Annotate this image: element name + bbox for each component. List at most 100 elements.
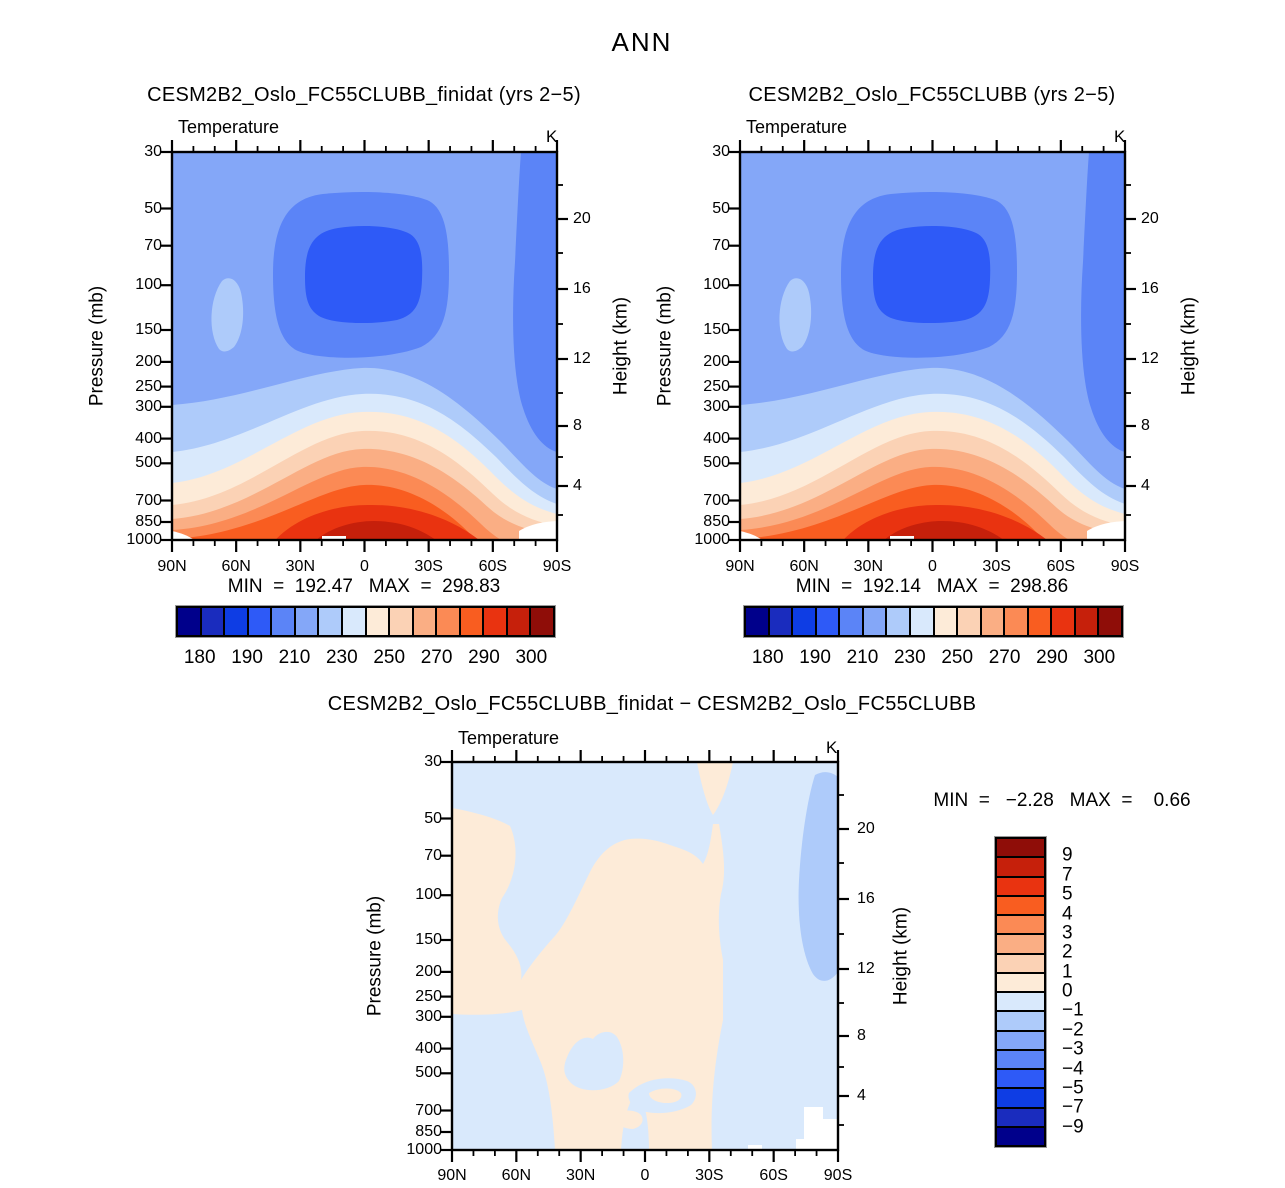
- colorbar-cell: [910, 608, 933, 635]
- surface-terrain-gap: [519, 521, 557, 540]
- colorbar-cell: [507, 608, 530, 635]
- colorbar-cell: [997, 1108, 1044, 1126]
- latitude-tick-label: 60N: [789, 558, 819, 575]
- colorbar-cell: [997, 1012, 1044, 1030]
- pressure-tick-label: 150: [703, 321, 730, 339]
- colorbar-cell: [997, 896, 1044, 914]
- field-label: Temperature: [458, 728, 560, 748]
- colorbar-cell: [484, 608, 506, 635]
- units-label: K: [826, 738, 838, 757]
- contour-band: [305, 226, 423, 324]
- latitude-tick-label: 30S: [695, 1167, 724, 1184]
- contour-band: [649, 1088, 682, 1103]
- height-tick-label: 20: [1141, 210, 1159, 228]
- colorbar-tick-label: 1: [1062, 961, 1073, 983]
- pressure-tick-label: 50: [144, 199, 162, 217]
- colorbar-cell: [997, 935, 1044, 953]
- colorbar-cell: [1005, 608, 1027, 635]
- height-tick-label: 4: [1141, 477, 1150, 495]
- colorbar-cell: [1099, 608, 1121, 635]
- latitude-tick-label: 30S: [982, 558, 1011, 575]
- colorbar-tick-label: 300: [1083, 647, 1116, 668]
- colorbar-cell: [997, 973, 1044, 991]
- axis-frame-and-ticks: [161, 140, 568, 552]
- colorbar-tick-label: −2: [1062, 1019, 1084, 1041]
- colorbar-cell: [248, 608, 271, 635]
- pressure-tick-label: 250: [415, 987, 442, 1005]
- pressure-tick-label: 70: [144, 236, 162, 254]
- colorbar-tick-label: −7: [1062, 1096, 1084, 1118]
- pressure-tick-label: 100: [415, 886, 442, 904]
- colorbar-tick-label: 180: [751, 647, 784, 668]
- pressure-tick-label: 300: [415, 1008, 442, 1025]
- pressure-tick-label: 850: [415, 1123, 442, 1141]
- pressure-tick-label: 200: [703, 353, 730, 371]
- colorbar-cell: [958, 608, 980, 635]
- pressure-tick-label: 200: [415, 963, 442, 981]
- colorbar-tick-label: 250: [941, 647, 974, 668]
- height-tick-label: 8: [573, 417, 582, 435]
- contour-band: [564, 1031, 624, 1091]
- colorbar-cell: [997, 839, 1044, 857]
- colorbar-cell: [769, 608, 792, 635]
- height-axis-label: Height (km): [890, 906, 912, 1006]
- colorbar: [175, 605, 556, 638]
- pressure-tick-label: 1000: [406, 1141, 442, 1159]
- contour-band: [798, 772, 838, 981]
- colorbar: [743, 605, 1124, 638]
- contour-band: [884, 521, 1004, 540]
- pressure-tick-label: 850: [703, 513, 730, 531]
- height-tick-label: 12: [1141, 350, 1159, 368]
- colorbar-tick-label: 3: [1062, 922, 1073, 944]
- pressure-tick-label: 400: [135, 429, 162, 447]
- pressure-tick-label: 70: [712, 236, 730, 254]
- colorbar-cell: [997, 993, 1044, 1011]
- latitude-tick-label: 60S: [759, 1167, 788, 1184]
- colorbar-tick-label: 180: [183, 647, 216, 668]
- latitude-tick-label: 0: [640, 1167, 650, 1184]
- pressure-tick-label: 250: [703, 377, 730, 395]
- latitude-tick-label: 90N: [725, 558, 755, 575]
- latitude-tick-label: 0: [360, 558, 369, 575]
- height-tick-label: 8: [857, 1027, 866, 1045]
- axis-frame-and-ticks: [441, 750, 849, 1162]
- min-max-stats: MIN = 192.47 MAX = 298.83: [227, 576, 501, 597]
- colorbar-tick-label: 7: [1062, 864, 1073, 886]
- latitude-tick-label: 90N: [437, 1167, 467, 1184]
- min-max-stats: MIN = −2.28 MAX = 0.66: [933, 790, 1191, 811]
- season-title: ANN: [611, 27, 673, 57]
- colorbar-tick-label: 230: [893, 647, 926, 668]
- latitude-tick-label: 30S: [414, 558, 443, 575]
- colorbar-cell: [746, 608, 768, 635]
- field-label: Temperature: [178, 117, 280, 137]
- colorbar-tick-label: 210: [278, 647, 311, 668]
- units-label: K: [1114, 127, 1126, 146]
- colorbar-tick-label: 0: [1062, 980, 1073, 1002]
- colorbar-tick-label: −9: [1062, 1116, 1084, 1138]
- colorbar-cell: [997, 1070, 1044, 1088]
- pressure-tick-label: 250: [135, 377, 162, 395]
- colorbar-cell: [178, 608, 200, 635]
- colorbar-cell: [793, 608, 815, 635]
- colorbar-cell: [1052, 608, 1074, 635]
- contour-band: [452, 808, 725, 1150]
- colorbar-cell: [934, 608, 957, 635]
- colorbar-tick-label: 190: [231, 647, 263, 668]
- pressure-tick-label: 500: [415, 1064, 442, 1082]
- panel-title-finidat: CESM2B2_Oslo_FC55CLUBB_finidat (yrs 2−5): [147, 84, 581, 106]
- plot-area: [452, 762, 838, 1150]
- height-tick-label: 4: [857, 1087, 866, 1105]
- colorbar-cell: [887, 608, 909, 635]
- pressure-tick-label: 700: [135, 491, 162, 509]
- colorbar-cell: [840, 608, 862, 635]
- surface-terrain-gap: [322, 536, 346, 540]
- pressure-tick-label: 150: [415, 931, 442, 949]
- panel-title-difference: CESM2B2_Oslo_FC55CLUBB_finidat − CESM2B2…: [327, 693, 977, 715]
- colorbar-tick-label: 2: [1062, 941, 1073, 963]
- latitude-tick-label: 60N: [501, 1167, 532, 1184]
- colorbar-cell: [997, 1031, 1044, 1049]
- latitude-tick-label: 60S: [1046, 558, 1076, 575]
- colorbar-cell: [997, 858, 1044, 876]
- pressure-tick-label: 150: [135, 321, 162, 339]
- latitude-tick-label: 60S: [478, 558, 508, 575]
